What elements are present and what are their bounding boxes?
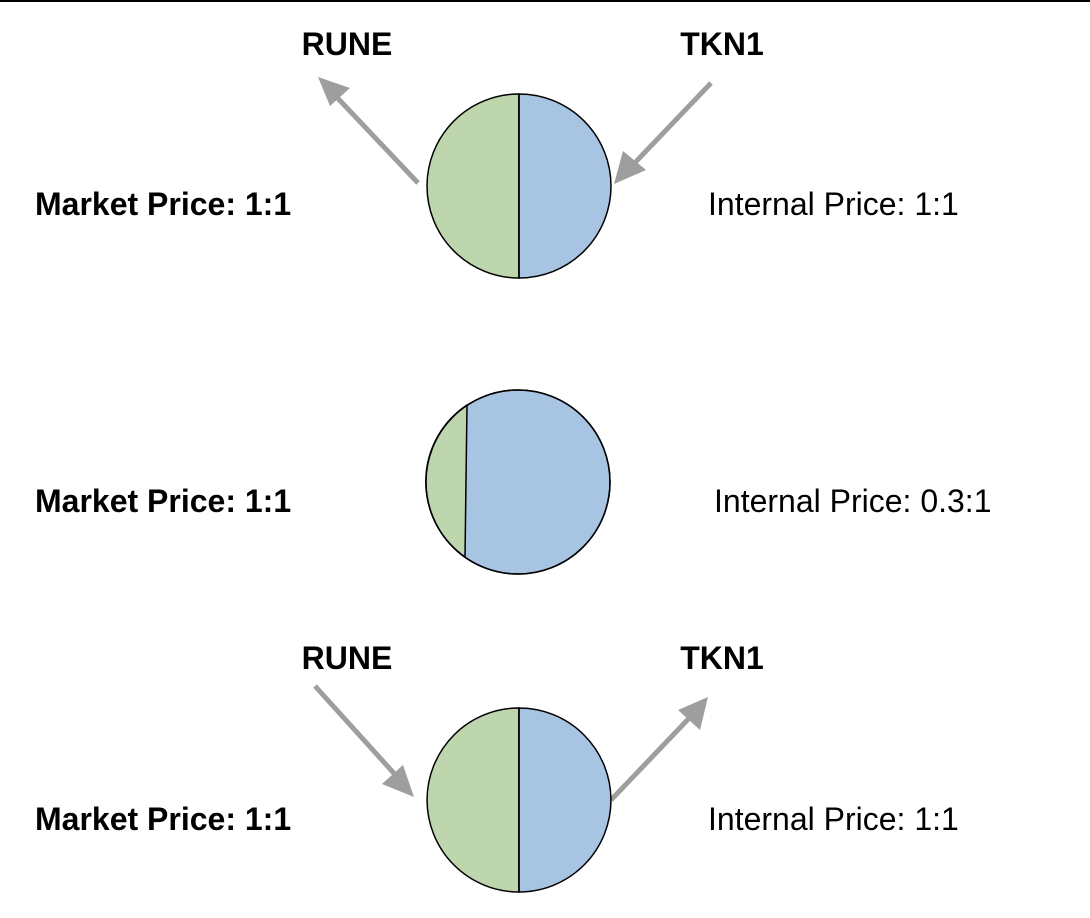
tkn1-in-arrowhead bbox=[614, 151, 646, 184]
top-border bbox=[0, 0, 1090, 2]
pool-circle bbox=[426, 707, 612, 893]
rune-out-arrow bbox=[328, 88, 420, 185]
pool-circle bbox=[426, 93, 612, 279]
pool-circle bbox=[425, 389, 611, 575]
tkn1-label: TKN1 bbox=[680, 26, 764, 62]
rune-in-arrow bbox=[313, 684, 402, 782]
internal-price: Internal Price: 1:1 bbox=[708, 801, 959, 837]
tkn1-share-segment bbox=[518, 707, 612, 893]
tkn1-in-arrow bbox=[626, 81, 713, 172]
rune-share-segment bbox=[426, 93, 520, 279]
market-price: Market Price: 1:1 bbox=[35, 801, 291, 837]
tkn1-label: TKN1 bbox=[680, 640, 764, 676]
tkn1-share-segment bbox=[518, 93, 612, 279]
market-price: Market Price: 1:1 bbox=[35, 483, 291, 519]
rune-out-arrowhead bbox=[318, 77, 350, 106]
panel-2: Market Price: 1:1 Internal Price: 0.3:1 bbox=[35, 389, 991, 575]
tkn1-out-arrow bbox=[609, 710, 697, 802]
rune-label: RUNE bbox=[302, 26, 393, 62]
panel-1: RUNE TKN1 Market Price: 1:1 Internal Pri… bbox=[35, 26, 959, 279]
pool-outline-stroke bbox=[425, 389, 611, 575]
tkn1-out-arrowhead bbox=[678, 697, 708, 730]
rune-share-segment bbox=[425, 403, 468, 559]
market-price: Market Price: 1:1 bbox=[35, 186, 291, 222]
rune-label: RUNE bbox=[302, 640, 393, 676]
internal-price: Internal Price: 1:1 bbox=[708, 186, 959, 222]
rune-in-arrowhead bbox=[382, 765, 414, 797]
panel-3: RUNE TKN1 Market Price: 1:1 Internal Pri… bbox=[35, 640, 959, 893]
internal-price: Internal Price: 0.3:1 bbox=[714, 483, 991, 519]
rune-share-segment bbox=[426, 707, 520, 893]
